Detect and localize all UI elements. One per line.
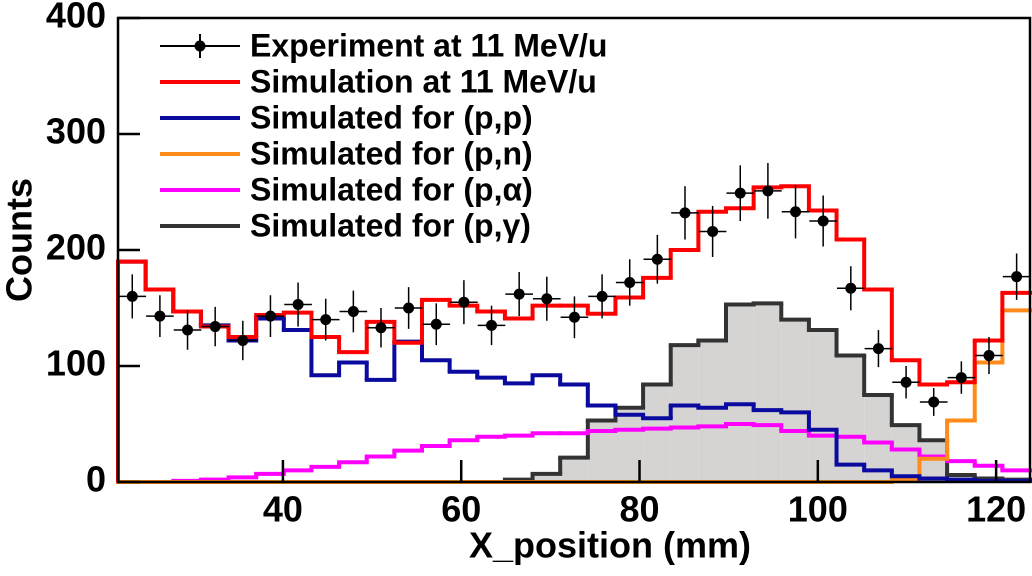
- data-point: [347, 305, 359, 317]
- data-point: [154, 310, 166, 322]
- bar-fill: [698, 340, 726, 482]
- data-point: [126, 290, 138, 302]
- legend-label: Simulated for (p,n): [250, 135, 533, 171]
- data-point: [458, 296, 470, 308]
- data-point: [790, 206, 802, 218]
- x-axis-label: X_position (mm): [469, 525, 751, 566]
- data-point: [651, 253, 663, 265]
- data-point: [624, 276, 636, 288]
- data-point: [955, 372, 967, 384]
- data-point: [541, 293, 553, 305]
- data-point: [292, 299, 304, 311]
- data-point: [1011, 271, 1023, 283]
- data-point: [209, 321, 221, 333]
- data-point: [928, 396, 940, 408]
- legend-label: Experiment at 11 MeV/u: [250, 27, 607, 63]
- data-point: [568, 311, 580, 323]
- data-point: [762, 185, 774, 197]
- data-point: [707, 225, 719, 237]
- data-point: [375, 322, 387, 334]
- data-point: [430, 318, 442, 330]
- bar-fill: [864, 395, 892, 482]
- legend-swatch-marker: [194, 40, 206, 52]
- legend-label: Simulation at 11 MeV/u: [250, 63, 597, 99]
- data-point: [734, 187, 746, 199]
- data-point: [486, 319, 498, 331]
- x-tick-label: 60: [441, 489, 481, 530]
- bar-fill: [670, 345, 699, 482]
- y-tick-label: 300: [46, 111, 106, 152]
- x-tick-label: 120: [966, 489, 1026, 530]
- y-axis-label: Counts: [0, 178, 40, 302]
- data-point: [596, 290, 608, 302]
- bar-fill: [560, 457, 588, 482]
- data-point: [845, 282, 857, 294]
- y-tick-label: 100: [46, 343, 106, 384]
- bar-fill: [753, 303, 782, 482]
- data-point: [320, 314, 332, 326]
- y-tick-label: 200: [46, 227, 106, 268]
- bar-fill: [781, 319, 809, 482]
- bar-fill: [919, 440, 948, 482]
- legend-label: Simulated for (p,γ): [250, 207, 531, 243]
- data-point: [403, 302, 415, 314]
- bar-fill: [532, 473, 561, 482]
- bar-fill: [836, 355, 865, 482]
- y-tick-label: 0: [86, 459, 106, 500]
- data-point: [983, 350, 995, 362]
- legend-label: Simulated for (p,p): [250, 99, 533, 135]
- data-point: [237, 334, 249, 346]
- bar-fill: [643, 384, 671, 482]
- bar-fill: [808, 330, 837, 482]
- x-tick-label: 100: [788, 489, 848, 530]
- data-point: [900, 376, 912, 388]
- bar-fill: [726, 304, 754, 482]
- data-point: [817, 215, 829, 227]
- legend-label: Simulated for (p,α): [250, 171, 533, 207]
- y-tick-label: 400: [46, 0, 106, 36]
- data-point: [264, 310, 276, 322]
- x-tick-label: 40: [263, 489, 303, 530]
- data-point: [182, 324, 194, 336]
- data-point: [872, 343, 884, 355]
- data-point: [679, 207, 691, 219]
- data-point: [513, 288, 525, 300]
- bar-fill: [891, 425, 920, 482]
- x-tick-label: 80: [620, 489, 660, 530]
